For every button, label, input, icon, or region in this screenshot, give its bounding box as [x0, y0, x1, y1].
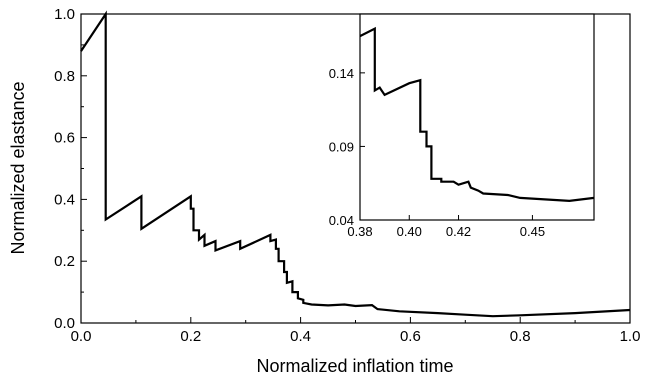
y-tick-label: 0.4	[54, 191, 75, 208]
y-tick-label: 0.2	[54, 253, 75, 270]
inset-tick-labels: 0.38 0.40 0.42 0.45 0.04 0.09 0.14	[329, 66, 545, 239]
inset-series-line	[359, 26, 595, 203]
main-tick-labels: 0.0 0.2 0.4 0.6 0.8 1.0 0.0 0.2 0.4 0.6 0.8 1.0	[54, 6, 640, 345]
y-tick-label: 1.0	[54, 6, 75, 23]
inset-y-tick-label: 0.14	[329, 66, 354, 81]
x-tick-label: 1.0	[620, 328, 641, 345]
inset-x-tick-label: 0.38	[347, 224, 372, 239]
y-tick-label: 0.8	[54, 68, 75, 85]
inset-plot-frame	[359, 13, 595, 221]
inset-x-tick-label: 0.40	[397, 224, 422, 239]
inset-ticks	[359, 72, 533, 221]
main-series-line	[80, 10, 631, 318]
main-ticks	[80, 13, 631, 324]
inset-y-tick-label: 0.09	[329, 139, 354, 154]
y-tick-label: 0.0	[54, 315, 75, 332]
x-axis-title: Normalized inflation time	[256, 356, 453, 376]
y-tick-label: 0.6	[54, 130, 75, 147]
x-tick-label: 0.0	[71, 328, 92, 345]
x-tick-label: 0.4	[290, 328, 311, 345]
x-tick-label: 0.8	[510, 328, 531, 345]
x-tick-label: 0.2	[180, 328, 201, 345]
inset-x-tick-label: 0.45	[520, 224, 545, 239]
inset-y-tick-label: 0.04	[329, 213, 354, 228]
inset-x-tick-label: 0.42	[446, 224, 471, 239]
y-axis-title: Normalized elastance	[8, 81, 28, 254]
x-tick-label: 0.6	[400, 328, 421, 345]
